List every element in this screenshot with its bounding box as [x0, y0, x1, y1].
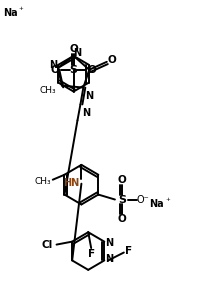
- Text: O: O: [88, 65, 97, 75]
- Text: O⁻: O⁻: [137, 195, 150, 205]
- Text: Cl: Cl: [41, 240, 52, 249]
- Text: O: O: [117, 214, 126, 224]
- Text: O: O: [117, 175, 126, 185]
- Text: N: N: [105, 238, 113, 248]
- Text: Na: Na: [150, 200, 164, 209]
- Text: F: F: [88, 249, 95, 259]
- Text: ⁺: ⁺: [19, 6, 23, 15]
- Text: N: N: [82, 108, 90, 118]
- Text: N: N: [73, 48, 82, 58]
- Text: Na: Na: [3, 8, 18, 18]
- Text: S: S: [70, 65, 78, 75]
- Text: CH₃: CH₃: [35, 177, 51, 186]
- Text: O: O: [51, 65, 60, 75]
- Text: HN: HN: [63, 178, 80, 188]
- Text: S: S: [118, 195, 126, 205]
- Text: N: N: [85, 91, 93, 100]
- Text: N: N: [49, 60, 57, 70]
- Text: CH₃: CH₃: [40, 86, 57, 95]
- Text: N: N: [105, 255, 113, 264]
- Text: O: O: [69, 44, 78, 54]
- Text: O: O: [107, 55, 116, 65]
- Text: F: F: [125, 246, 132, 255]
- Text: ⁺: ⁺: [165, 197, 170, 206]
